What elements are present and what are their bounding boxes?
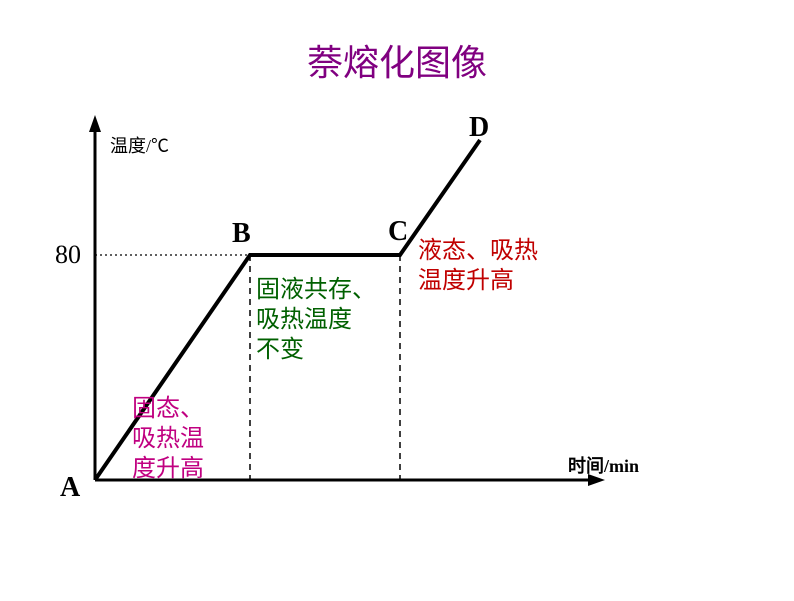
y-axis-arrow bbox=[89, 115, 101, 132]
point-label-d: D bbox=[469, 112, 489, 144]
y-axis-label: 温度/℃ bbox=[110, 132, 169, 158]
point-label-b: B bbox=[232, 218, 251, 250]
annotation-ab-line2: 吸热温 bbox=[132, 424, 204, 454]
x-axis-label: 时间/min bbox=[568, 452, 639, 478]
annotation-segment-ab: 固态、 吸热温 度升高 bbox=[132, 394, 204, 484]
y-tick-80: 80 bbox=[55, 240, 81, 270]
point-label-a: A bbox=[60, 472, 80, 504]
annotation-ab-line3: 度升高 bbox=[132, 454, 204, 484]
chart-svg bbox=[0, 0, 794, 596]
point-label-c: C bbox=[388, 216, 408, 248]
annotation-ab-line1: 固态、 bbox=[132, 394, 204, 424]
annotation-segment-cd: 液态、吸热 温度升高 bbox=[418, 236, 538, 296]
annotation-cd-line2: 温度升高 bbox=[418, 266, 538, 296]
annotation-segment-bc: 固液共存、 吸热温度 不变 bbox=[256, 275, 376, 365]
annotation-cd-line1: 液态、吸热 bbox=[418, 236, 538, 266]
melting-curve-chart: 温度/℃ 时间/min 80 A B C D 固态、 吸热温 度升高 固液共存、… bbox=[0, 0, 794, 596]
annotation-bc-line3: 不变 bbox=[256, 335, 376, 365]
annotation-bc-line1: 固液共存、 bbox=[256, 275, 376, 305]
annotation-bc-line2: 吸热温度 bbox=[256, 305, 376, 335]
